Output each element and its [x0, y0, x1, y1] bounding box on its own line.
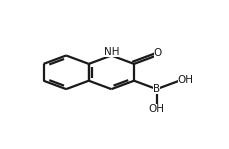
Text: OH: OH: [177, 75, 193, 85]
Text: NH: NH: [103, 47, 119, 57]
Text: O: O: [153, 48, 161, 58]
Text: B: B: [153, 84, 160, 94]
Text: OH: OH: [148, 104, 164, 114]
